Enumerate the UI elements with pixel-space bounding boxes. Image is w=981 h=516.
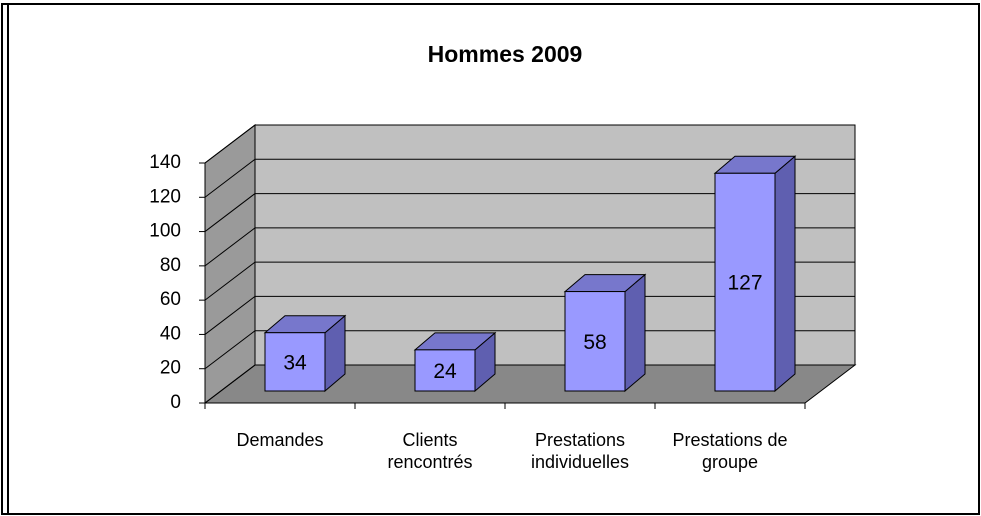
side-wall xyxy=(204,123,256,405)
value-label: 34 xyxy=(283,351,307,374)
grid-line xyxy=(204,124,256,164)
bar xyxy=(414,349,476,392)
y-tick-label: 120 xyxy=(149,186,181,207)
bar xyxy=(264,332,326,392)
y-tick-label: 80 xyxy=(160,255,181,276)
y-tick-label: 60 xyxy=(160,289,181,310)
grid-line xyxy=(204,330,256,370)
y-tick-label: 20 xyxy=(160,358,181,379)
grid-line xyxy=(204,227,256,267)
value-label: 58 xyxy=(583,331,606,354)
bar-side xyxy=(624,273,646,393)
y-tick-label: 100 xyxy=(149,221,181,242)
bar-side xyxy=(774,155,796,393)
y-tick-label: 140 xyxy=(149,152,181,173)
bar xyxy=(714,172,776,392)
value-label: 127 xyxy=(727,272,762,295)
x-tick-label: Clients rencontrés xyxy=(387,430,473,472)
grid-line xyxy=(204,193,256,232)
bar xyxy=(564,291,626,392)
chart-title: Hommes 2009 xyxy=(428,41,583,67)
grid-line xyxy=(204,296,256,335)
grid-line xyxy=(204,364,256,404)
grid-line xyxy=(204,261,256,301)
value-label: 24 xyxy=(433,360,457,383)
y-tick-label: 0 xyxy=(170,392,181,413)
x-tick-label: Prestations de groupe xyxy=(672,430,788,472)
x-tick-label: Demandes xyxy=(236,430,324,450)
x-tick-label: Prestations individuelles xyxy=(530,430,630,472)
y-tick-label: 40 xyxy=(160,323,181,344)
grid-line xyxy=(204,158,256,198)
